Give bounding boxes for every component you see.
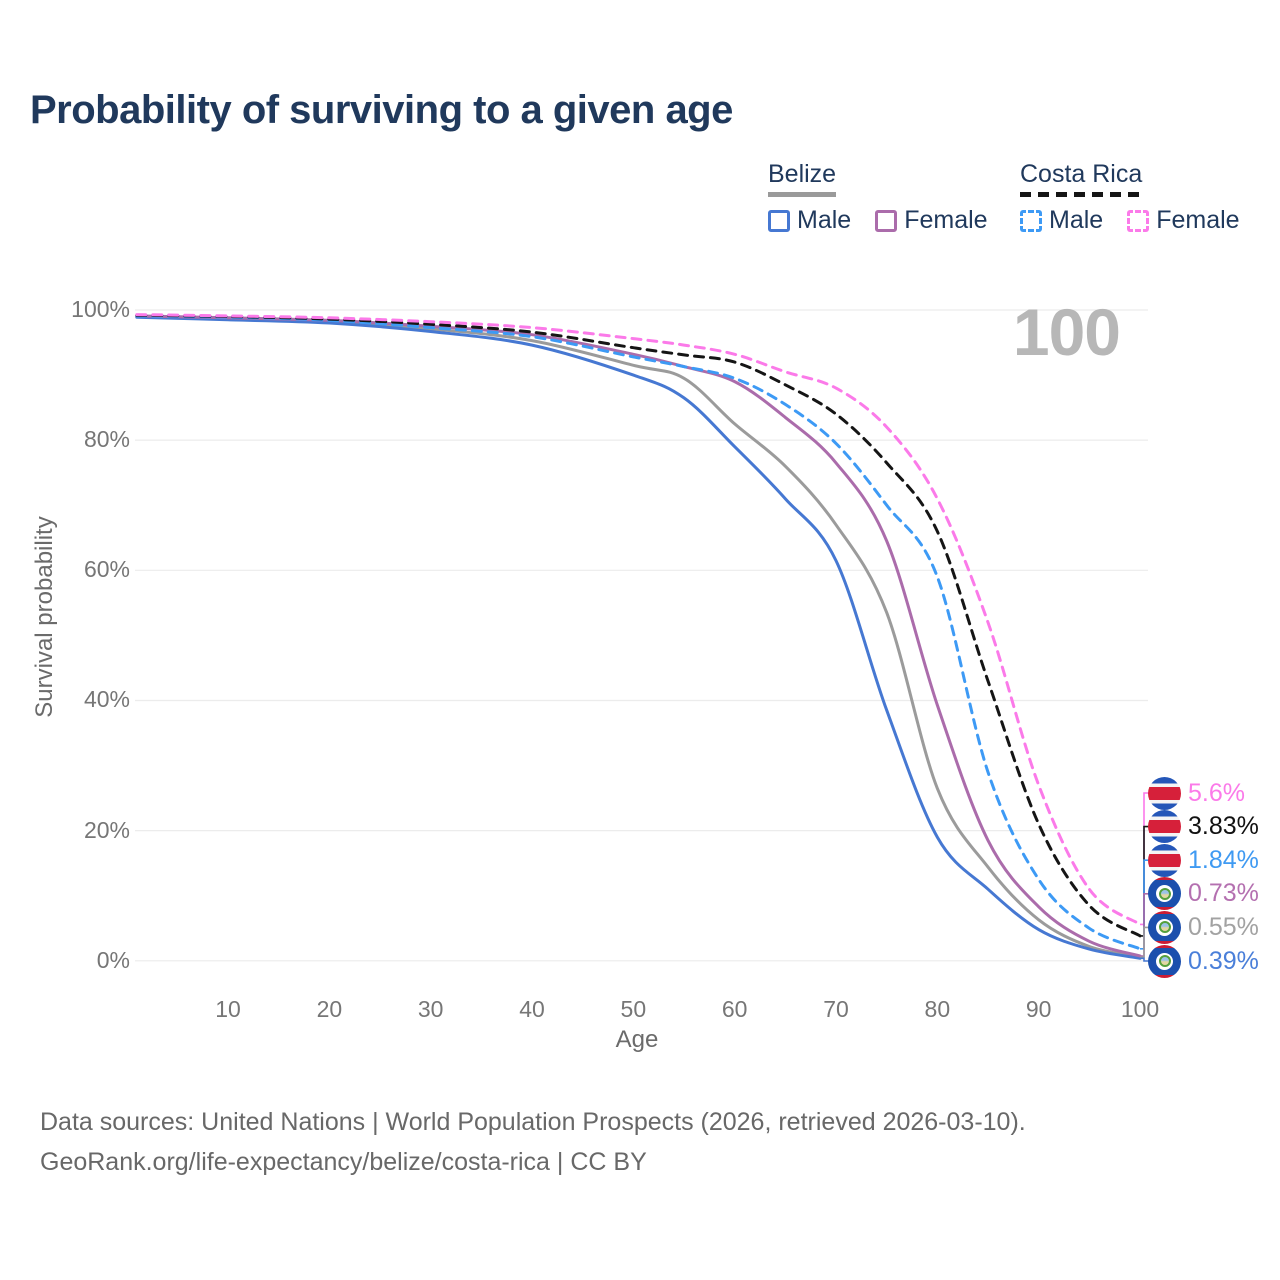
- belize-male-swatch-icon: [768, 209, 790, 232]
- costa-rica-flag-icon: [1148, 810, 1181, 844]
- belize-coat-of-arms-ring: [1158, 887, 1171, 900]
- survival-curve-belize-female[interactable]: [135, 314, 1142, 958]
- survival-curve-belize-all[interactable]: [135, 315, 1142, 959]
- legend-item-label: Male: [1049, 206, 1104, 234]
- x-tick-label: 100: [1120, 996, 1160, 1022]
- legend-item-belize-male[interactable]: Male: [768, 206, 851, 235]
- legend-header-costa-rica[interactable]: Costa Rica: [1020, 160, 1143, 197]
- legend-item-belize-female[interactable]: Female: [875, 206, 988, 235]
- x-tick-label: 40: [519, 996, 545, 1022]
- x-tick-label: 70: [823, 996, 849, 1022]
- belize-flag-icon: [1148, 877, 1181, 911]
- end-label-0.39%: 0.39%: [1148, 944, 1259, 978]
- costa-rica-flag-icon: [1148, 843, 1181, 877]
- survival-curve-costa-rica-male[interactable]: [135, 314, 1142, 951]
- survival-value-label: 0.39%: [1188, 946, 1259, 975]
- x-tick-label: 20: [316, 996, 343, 1022]
- legend-group-belize: Belize Male Female: [768, 160, 988, 235]
- x-tick-label: 50: [620, 996, 647, 1022]
- chart-title: Probability of surviving to a given age: [30, 88, 733, 132]
- x-tick-label: 10: [215, 996, 241, 1022]
- end-label-0.55%: 0.55%: [1148, 910, 1259, 944]
- legend-group-costa-rica: Costa Rica Male Female: [1020, 160, 1240, 235]
- belize-flag-icon: [1148, 910, 1181, 944]
- legend-item-label: Female: [1156, 206, 1240, 234]
- belize-line-style-sample: [768, 192, 837, 197]
- leader-line: [1140, 926, 1149, 958]
- y-tick-label: 100%: [71, 296, 130, 322]
- legend-item-costa-rica-female[interactable]: Female: [1127, 206, 1240, 235]
- leader-line: [1140, 957, 1149, 962]
- y-tick-label: 80%: [83, 426, 130, 453]
- end-label-0.73%: 0.73%: [1148, 877, 1259, 911]
- x-tick-label: 30: [417, 996, 444, 1022]
- survival-value-label: 0.73%: [1188, 879, 1259, 908]
- survival-curve-costa-rica-female[interactable]: [135, 313, 1142, 926]
- legend-header-belize[interactable]: Belize: [768, 160, 837, 197]
- legend-item-costa-rica-male[interactable]: Male: [1020, 206, 1103, 235]
- y-tick-label: 20%: [83, 816, 130, 843]
- data-source-note: Data sources: United Nations | World Pop…: [40, 1108, 1026, 1136]
- legend-country-label: Belize: [768, 160, 837, 188]
- y-tick-label: 60%: [83, 556, 130, 583]
- legend-item-label: Male: [797, 206, 852, 234]
- costa-rica-male-swatch-icon: [1020, 209, 1042, 232]
- belize-flag-icon: [1148, 944, 1181, 978]
- survival-curve-costa-rica-all[interactable]: [135, 313, 1142, 938]
- x-tick-label: 60: [721, 996, 748, 1022]
- costa-rica-female-swatch-icon: [1127, 209, 1150, 232]
- end-label-5.6%: 5.6%: [1148, 776, 1245, 810]
- survival-value-label: 3.83%: [1188, 812, 1259, 841]
- survival-curve-belize-male[interactable]: [135, 315, 1142, 960]
- end-label-1.84%: 1.84%: [1148, 843, 1259, 877]
- y-tick-label: 0%: [96, 946, 130, 973]
- belize-female-swatch-icon: [875, 209, 898, 232]
- costa-rica-line-style-sample: [1020, 192, 1143, 197]
- survival-value-label: 5.6%: [1188, 778, 1245, 807]
- legend-item-label: Female: [904, 206, 988, 234]
- attribution-note: GeoRank.org/life-expectancy/belize/costa…: [40, 1148, 647, 1176]
- end-label-3.83%: 3.83%: [1148, 810, 1259, 844]
- x-axis-title: Age: [615, 1026, 659, 1053]
- hovered-age-watermark: 100: [1012, 295, 1121, 369]
- costa-rica-flag-icon: [1148, 776, 1181, 810]
- leader-line: [1140, 893, 1149, 957]
- survival-value-label: 0.55%: [1188, 912, 1259, 941]
- belize-coat-of-arms-ring: [1158, 955, 1171, 967]
- y-tick-label: 40%: [83, 686, 130, 713]
- legend-country-label: Costa Rica: [1020, 160, 1143, 188]
- x-tick-label: 90: [1025, 996, 1052, 1022]
- survival-value-label: 1.84%: [1188, 845, 1259, 874]
- belize-coat-of-arms-ring: [1158, 921, 1171, 934]
- x-tick-label: 80: [924, 996, 951, 1022]
